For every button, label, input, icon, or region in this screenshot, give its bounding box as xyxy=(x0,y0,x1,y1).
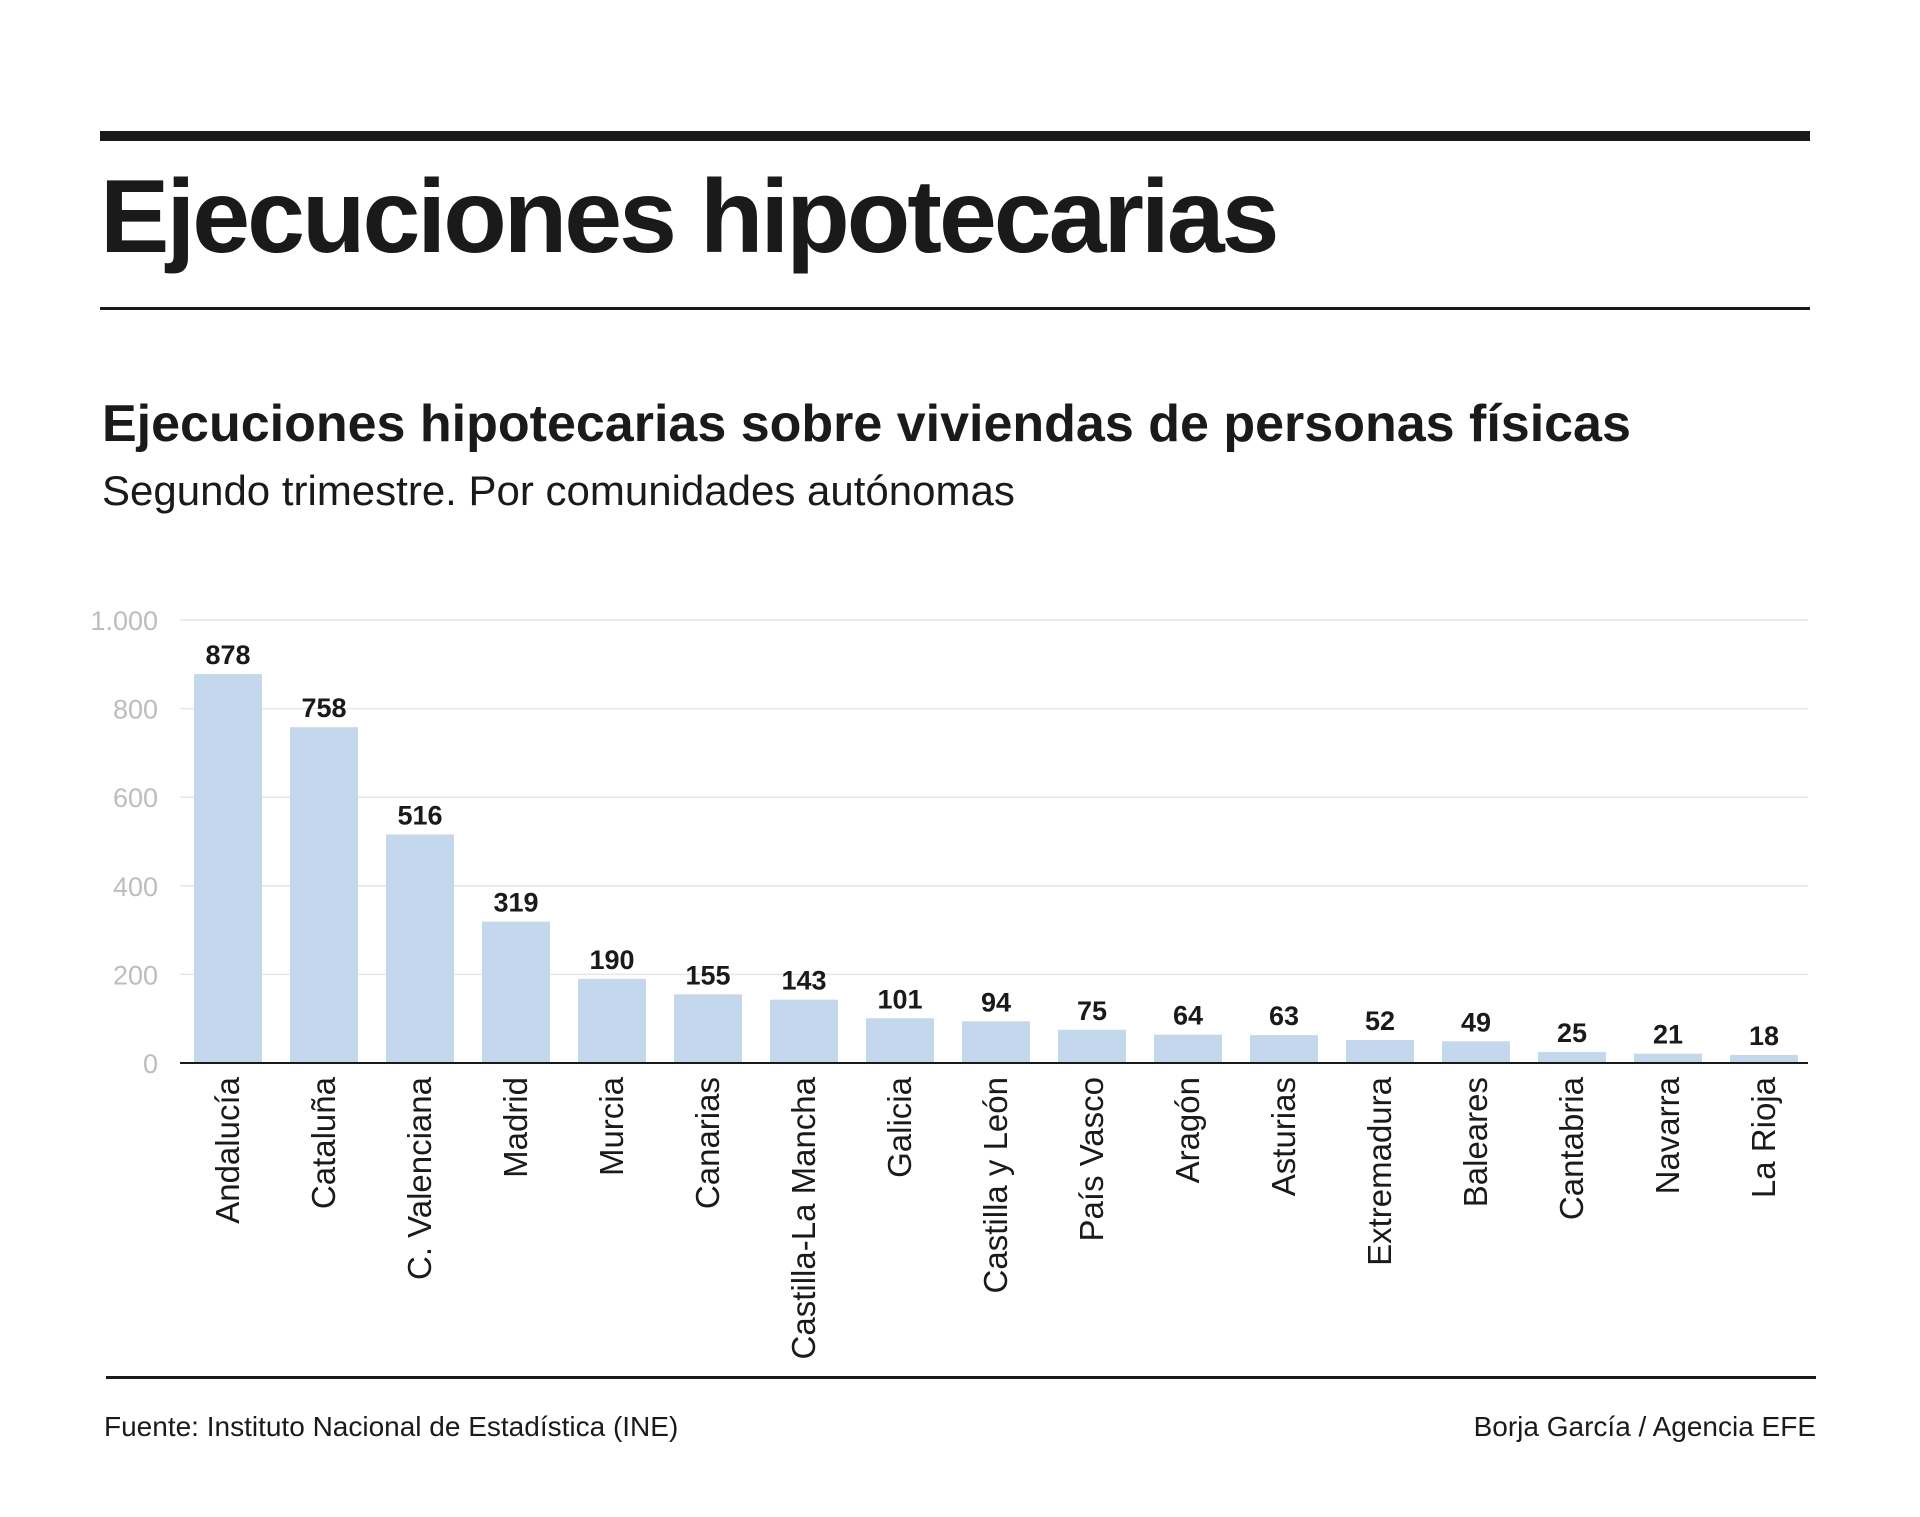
bar xyxy=(1442,1041,1510,1063)
bar-value-label: 75 xyxy=(1077,996,1107,1026)
bar xyxy=(386,834,454,1063)
category-label: Aragón xyxy=(1169,1077,1206,1183)
category-label: Galicia xyxy=(881,1076,918,1178)
top-rule xyxy=(100,131,1810,141)
bar xyxy=(194,674,262,1063)
bar-value-label: 49 xyxy=(1461,1007,1491,1037)
bar-value-label: 101 xyxy=(877,984,922,1014)
category-label: Navarra xyxy=(1649,1076,1686,1194)
source-note: Fuente: Instituto Nacional de Estadístic… xyxy=(104,1411,679,1442)
category-label: Cantabria xyxy=(1553,1076,1590,1220)
bar-value-label: 21 xyxy=(1653,1020,1683,1050)
category-label: Asturias xyxy=(1265,1077,1302,1196)
bar-value-label: 25 xyxy=(1557,1018,1587,1048)
bar xyxy=(1058,1029,1126,1063)
bar-value-label: 190 xyxy=(589,945,634,975)
bar-value-label: 155 xyxy=(685,960,730,990)
category-label: La Rioja xyxy=(1745,1076,1782,1198)
category-label: Baleares xyxy=(1457,1077,1494,1207)
bar-value-label: 516 xyxy=(397,800,442,830)
bar-value-label: 94 xyxy=(981,987,1011,1017)
category-label: Canarias xyxy=(689,1077,726,1209)
page-title: Ejecuciones hipotecarias xyxy=(100,159,1280,275)
bar xyxy=(578,978,646,1063)
chart-title: Ejecuciones hipotecarias sobre viviendas… xyxy=(102,395,1631,453)
category-label: País Vasco xyxy=(1073,1077,1110,1241)
category-label: Andalucía xyxy=(209,1076,246,1223)
bar-value-label: 878 xyxy=(205,640,250,670)
title-rule xyxy=(100,307,1810,310)
category-label: Murcia xyxy=(593,1076,630,1176)
y-tick-label: 1.000 xyxy=(90,606,158,636)
category-label: Castilla-La Mancha xyxy=(785,1076,822,1359)
bar xyxy=(1154,1034,1222,1063)
footer-rule xyxy=(106,1376,1816,1379)
category-label: Extremadura xyxy=(1361,1076,1398,1266)
y-tick-label: 0 xyxy=(143,1049,158,1079)
category-label: C. Valenciana xyxy=(401,1076,438,1280)
bar-value-label: 319 xyxy=(493,888,538,918)
bar-value-label: 143 xyxy=(781,966,826,996)
bar xyxy=(1730,1055,1798,1063)
bar xyxy=(866,1018,934,1063)
y-tick-label: 800 xyxy=(113,695,158,725)
category-label: Madrid xyxy=(497,1077,534,1178)
bar xyxy=(1634,1053,1702,1063)
bar xyxy=(1346,1039,1414,1063)
bar xyxy=(674,994,742,1063)
bar xyxy=(1250,1035,1318,1063)
bar-chart: 0 200 400 600 800 1.000 878 Andalucía 758 Cataluñ… xyxy=(90,606,1808,1359)
bar xyxy=(962,1021,1030,1063)
bar-value-label: 758 xyxy=(301,693,346,723)
bar xyxy=(1538,1051,1606,1063)
bar-value-label: 64 xyxy=(1173,1001,1203,1031)
bar xyxy=(290,727,358,1063)
y-tick-label: 400 xyxy=(113,872,158,902)
bar-value-label: 18 xyxy=(1749,1021,1779,1051)
bar xyxy=(482,921,550,1063)
bar-value-label: 52 xyxy=(1365,1006,1395,1036)
credit-note: Borja García / Agencia EFE xyxy=(1473,1411,1816,1442)
bar-value-label: 63 xyxy=(1269,1001,1299,1031)
y-tick-label: 600 xyxy=(113,783,158,813)
bar xyxy=(770,999,838,1063)
category-label: Cataluña xyxy=(305,1076,342,1209)
chart-subtitle: Segundo trimestre. Por comunidades autón… xyxy=(102,467,1015,514)
category-label: Castilla y León xyxy=(977,1077,1014,1293)
y-tick-label: 200 xyxy=(113,960,158,990)
